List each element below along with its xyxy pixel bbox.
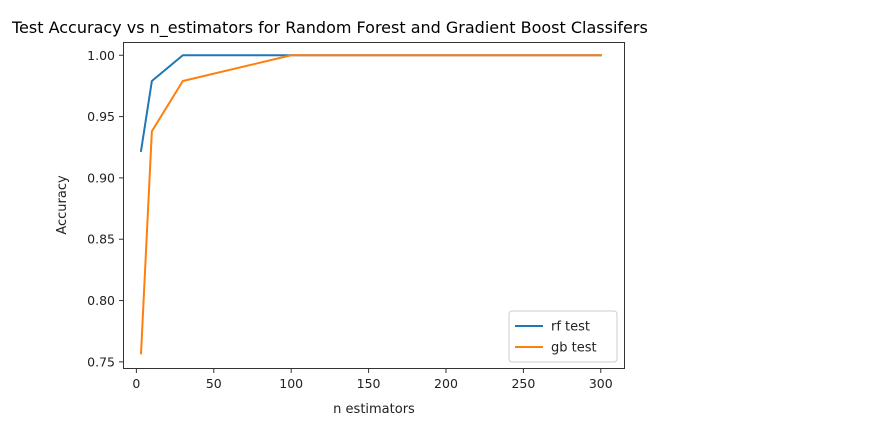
y-tick-label: 0.85	[87, 232, 115, 247]
y-axis: 0.75 0.80 0.85 0.90 0.95 1.00	[87, 48, 124, 369]
legend: rf test gb test	[508, 310, 618, 363]
x-tick-label: 100	[279, 376, 303, 391]
x-tick-label: 150	[357, 376, 381, 391]
chart-title: Test Accuracy vs n_estimators for Random…	[11, 18, 648, 38]
y-tick-label: 0.75	[87, 354, 115, 369]
y-axis-label: Accuracy	[55, 175, 70, 235]
y-tick-label: 0.95	[87, 109, 115, 124]
legend-box	[508, 310, 618, 363]
x-tick-label: 50	[206, 376, 222, 391]
x-tick-label: 250	[511, 376, 535, 391]
legend-label: rf test	[551, 320, 590, 335]
y-tick-label: 0.90	[87, 170, 115, 185]
y-tick-label: 0.80	[87, 293, 115, 308]
legend-label: gb test	[551, 341, 597, 356]
series-line-gb-test	[139, 54, 602, 355]
x-axis-label: n estimators	[333, 402, 415, 417]
series-layer	[139, 54, 602, 355]
x-tick-label: 200	[434, 376, 458, 391]
series-line-rf-test	[139, 54, 602, 153]
x-tick-label: 0	[132, 376, 140, 391]
x-tick-label: 300	[589, 376, 613, 391]
x-axis: 0 50 100 150 200 250 300	[132, 368, 613, 391]
plot-area-frame	[123, 42, 625, 369]
y-tick-label: 1.00	[87, 48, 115, 63]
